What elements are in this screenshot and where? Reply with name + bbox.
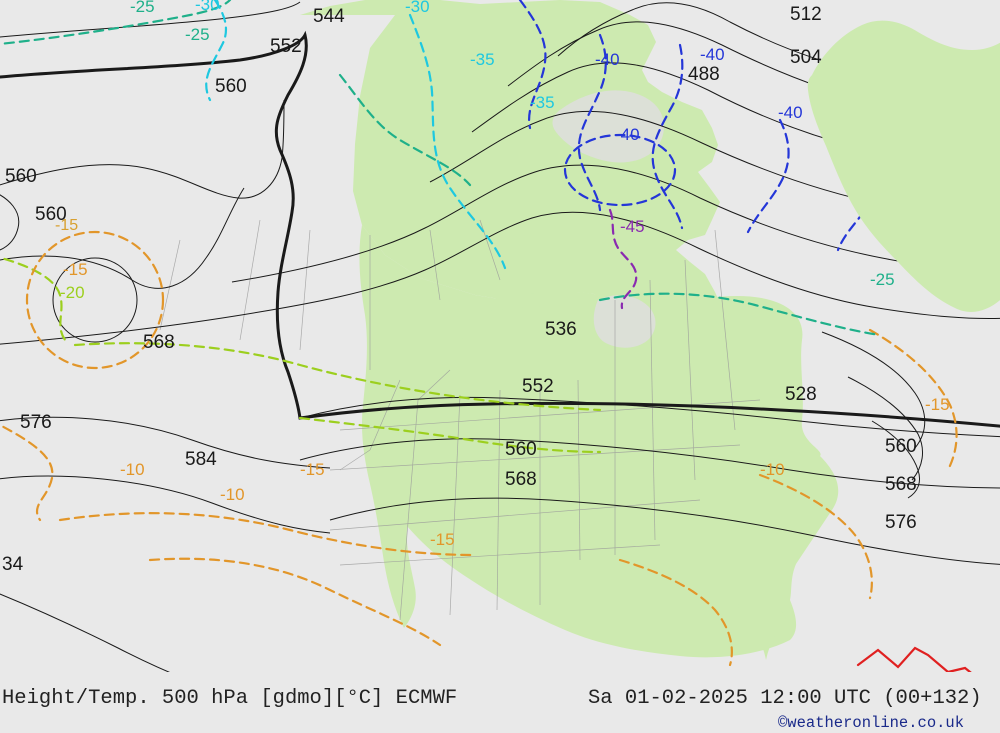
svg-text:Height/Temp. 500 hPa [gdmo][°C: Height/Temp. 500 hPa [gdmo][°C] ECMWF: [2, 687, 457, 710]
svg-text:528: 528: [785, 384, 817, 405]
svg-text:-20: -20: [60, 283, 85, 302]
svg-text:-25: -25: [185, 25, 210, 44]
svg-text:552: 552: [522, 376, 554, 397]
svg-text:-30: -30: [195, 0, 220, 14]
svg-text:-10: -10: [220, 485, 245, 504]
svg-text:-15: -15: [925, 395, 950, 414]
svg-text:-15: -15: [430, 530, 455, 549]
svg-text:544: 544: [313, 6, 345, 27]
svg-text:560: 560: [885, 436, 917, 457]
svg-text:34: 34: [2, 554, 24, 575]
svg-text:560: 560: [5, 166, 37, 187]
svg-text:-15: -15: [300, 460, 325, 479]
svg-text:560: 560: [505, 439, 537, 460]
svg-text:-45: -45: [620, 217, 645, 236]
svg-text:-40: -40: [778, 103, 803, 122]
svg-text:560: 560: [215, 76, 247, 97]
svg-text:-25: -25: [130, 0, 155, 16]
svg-text:-10: -10: [760, 460, 785, 479]
svg-text:504: 504: [790, 47, 822, 68]
svg-text:-10: -10: [120, 460, 145, 479]
svg-text:-15: -15: [63, 260, 88, 279]
svg-text:-15: -15: [55, 217, 78, 234]
svg-text:576: 576: [20, 412, 52, 433]
svg-text:-40: -40: [595, 50, 620, 69]
svg-text:568: 568: [143, 332, 175, 353]
svg-text:-40: -40: [700, 45, 725, 64]
svg-text:-25: -25: [870, 270, 895, 289]
svg-text:568: 568: [505, 469, 537, 490]
svg-text:568: 568: [885, 474, 917, 495]
svg-text:584: 584: [185, 449, 217, 470]
svg-text:552: 552: [270, 36, 302, 57]
svg-text:-40: -40: [615, 125, 640, 144]
svg-text:488: 488: [688, 64, 720, 85]
svg-text:576: 576: [885, 512, 917, 533]
svg-text:Sa 01-02-2025 12:00 UTC (00+13: Sa 01-02-2025 12:00 UTC (00+132): [588, 687, 982, 710]
svg-text:512: 512: [790, 4, 822, 25]
svg-text:536: 536: [545, 319, 577, 340]
svg-text:-35: -35: [530, 93, 555, 112]
svg-text:©weatheronline.co.uk: ©weatheronline.co.uk: [778, 714, 964, 732]
svg-text:-35: -35: [470, 50, 495, 69]
svg-text:-30: -30: [405, 0, 430, 16]
